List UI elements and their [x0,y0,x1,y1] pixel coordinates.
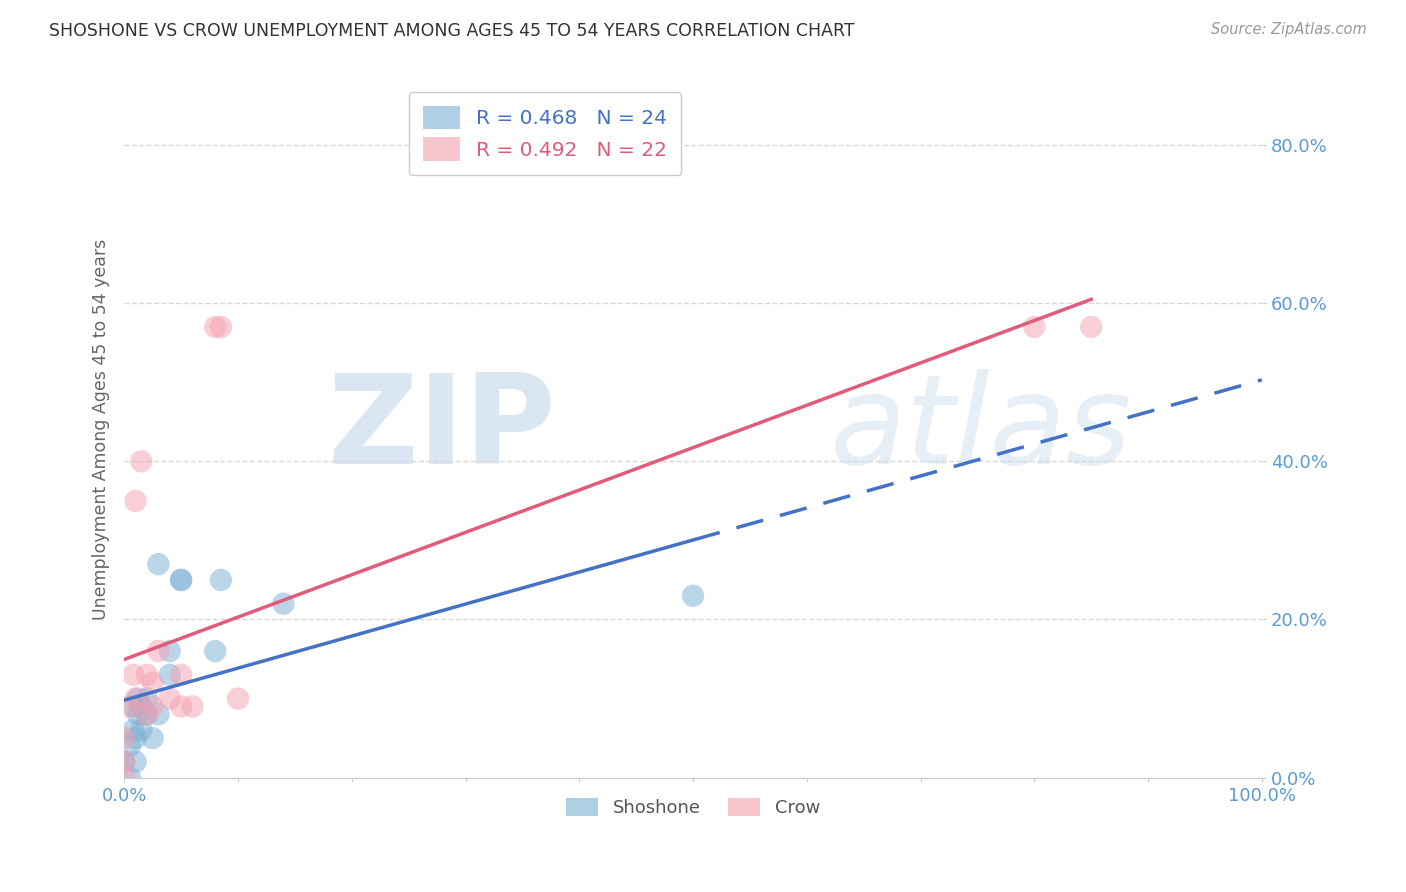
Text: Source: ZipAtlas.com: Source: ZipAtlas.com [1211,22,1367,37]
Point [129,723,152,738]
Point [112,755,135,769]
Point [142,699,165,714]
Text: SHOSHONE VS CROW UNEMPLOYMENT AMONG AGES 45 TO 54 YEARS CORRELATION CHART: SHOSHONE VS CROW UNEMPLOYMENT AMONG AGES… [49,22,855,40]
Point [118,771,141,785]
Point [142,731,165,745]
Point [112,731,135,745]
Point [204,644,226,658]
Point [159,667,181,681]
Point [1024,320,1046,334]
Point [209,320,232,334]
Point [226,691,249,706]
Point [122,699,145,714]
Point [129,454,152,468]
Point [159,644,181,658]
Point [682,589,704,603]
Point [124,691,146,706]
Point [148,557,170,571]
Point [129,699,152,714]
Point [170,667,193,681]
Point [122,723,145,738]
Text: ZIP: ZIP [328,369,557,491]
Point [148,644,170,658]
Point [170,573,193,587]
Point [118,739,141,753]
Text: atlas: atlas [830,369,1132,491]
Y-axis label: Unemployment Among Ages 45 to 54 years: Unemployment Among Ages 45 to 54 years [93,239,110,620]
Point [204,320,226,334]
Point [127,707,149,722]
Point [181,699,204,714]
Point [209,573,232,587]
Point [118,699,141,714]
Point [136,667,159,681]
Point [170,699,193,714]
Point [159,691,181,706]
Point [148,707,170,722]
Point [112,755,135,769]
Point [136,691,159,706]
Point [142,675,165,690]
Point [124,494,146,508]
Legend: Shoshone, Crow: Shoshone, Crow [558,790,827,824]
Point [170,573,193,587]
Point [124,755,146,769]
Point [112,771,135,785]
Point [122,667,145,681]
Point [127,691,149,706]
Point [124,731,146,745]
Point [273,597,295,611]
Point [136,707,159,722]
Point [136,707,159,722]
Point [1080,320,1102,334]
